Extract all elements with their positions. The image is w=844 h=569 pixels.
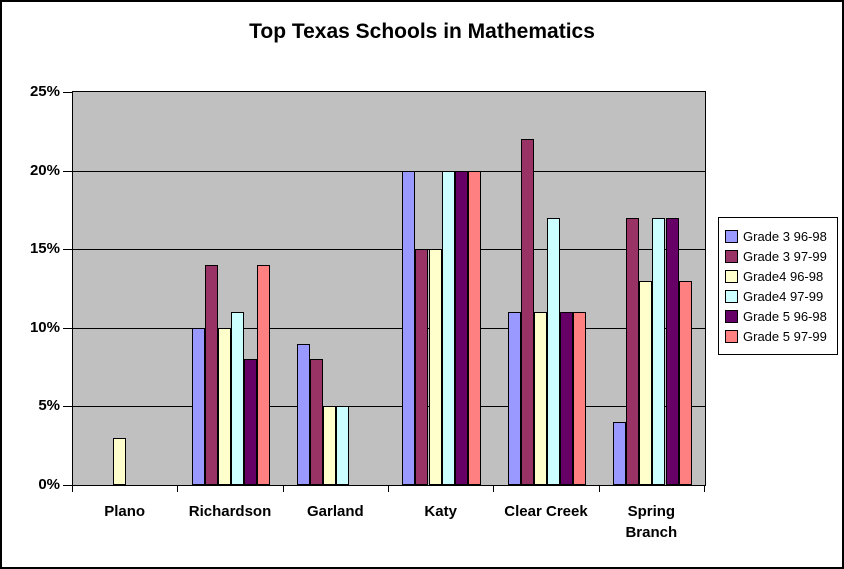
bar-spring-branch-grade-3-96-98 xyxy=(612,422,626,485)
bar-spring-branch-grade-3-97-99 xyxy=(626,217,640,485)
legend-item: Grade4 97-99 xyxy=(725,286,833,306)
legend-label: Grade4 97-99 xyxy=(743,288,824,304)
bar-richardson-grade4-97-99 xyxy=(231,312,245,485)
y-tick-mark xyxy=(63,92,72,93)
y-tick-label: 5% xyxy=(38,397,60,414)
plot-area xyxy=(72,91,706,486)
x-category-label-richardson: Richardson xyxy=(188,503,272,520)
bar-katy-grade-5-96-98 xyxy=(454,170,468,485)
x-category-label-garland: Garland xyxy=(306,503,364,520)
legend-swatch xyxy=(725,249,738,263)
y-tick-mark xyxy=(63,485,72,486)
x-category-label-clear-creek: Clear Creek xyxy=(504,503,588,520)
bar-katy-grade-3-96-98 xyxy=(402,170,416,485)
legend-label: Grade4 96-98 xyxy=(743,268,824,284)
legend-item: Grade 3 97-99 xyxy=(725,246,833,266)
x-tick-mark xyxy=(283,485,284,492)
legend-item: Grade4 96-98 xyxy=(725,266,833,286)
gridline-5% xyxy=(73,406,705,407)
bar-katy-grade4-97-99 xyxy=(441,170,455,485)
bar-katy-grade4-96-98 xyxy=(428,249,442,485)
legend-swatch xyxy=(725,329,738,343)
y-tick-mark xyxy=(63,171,72,172)
legend-label: Grade 3 97-99 xyxy=(743,248,827,264)
legend-swatch xyxy=(725,269,738,283)
legend-swatch xyxy=(725,229,738,243)
bar-clear-creek-grade4-97-99 xyxy=(547,217,561,485)
bar-spring-branch-grade-5-97-99 xyxy=(678,280,692,485)
y-tick-label: 25% xyxy=(29,83,60,100)
bar-richardson-grade-5-97-99 xyxy=(257,264,271,485)
y-tick-mark xyxy=(63,406,72,407)
x-tick-mark xyxy=(72,485,73,492)
x-tick-mark xyxy=(704,485,705,492)
bar-clear-creek-grade4-96-98 xyxy=(533,312,547,485)
y-tick-label: 10% xyxy=(29,319,60,336)
bar-clear-creek-grade-5-97-99 xyxy=(573,312,587,485)
bar-richardson-grade-3-96-98 xyxy=(191,327,205,485)
bar-richardson-grade-5-96-98 xyxy=(244,359,258,485)
bar-richardson-grade-3-97-99 xyxy=(204,264,218,485)
bar-garland-grade-3-96-98 xyxy=(296,343,310,485)
x-tick-mark xyxy=(388,485,389,492)
y-tick-label: 15% xyxy=(29,240,60,257)
bar-spring-branch-grade4-96-98 xyxy=(639,280,653,485)
bar-spring-branch-grade4-97-99 xyxy=(652,217,666,485)
legend-swatch xyxy=(725,309,738,323)
bar-spring-branch-grade-5-96-98 xyxy=(665,217,679,485)
chart-title: Top Texas Schools in Mathematics xyxy=(249,20,595,43)
bar-clear-creek-grade-5-96-98 xyxy=(560,312,574,485)
legend-label: Grade 5 97-99 xyxy=(743,328,827,344)
bar-garland-grade-3-97-99 xyxy=(310,359,324,485)
bar-clear-creek-grade-3-96-98 xyxy=(507,312,521,485)
legend-label: Grade 3 96-98 xyxy=(743,228,827,244)
bar-garland-grade4-96-98 xyxy=(323,406,337,485)
y-tick-label: 0% xyxy=(38,476,60,493)
bar-katy-grade-5-97-99 xyxy=(468,170,482,485)
legend-item: Grade 5 97-99 xyxy=(725,326,833,346)
y-tick-mark xyxy=(63,328,72,329)
x-category-label-spring-branch: Spring Branch xyxy=(625,503,678,541)
x-tick-mark xyxy=(493,485,494,492)
legend-item: Grade 3 96-98 xyxy=(725,226,833,246)
gridline-20% xyxy=(73,171,705,172)
bar-garland-grade4-97-99 xyxy=(336,406,350,485)
gridline-15% xyxy=(73,249,705,250)
bar-richardson-grade4-96-98 xyxy=(217,327,231,485)
bar-katy-grade-3-97-99 xyxy=(415,249,429,485)
legend-swatch xyxy=(725,289,738,303)
x-category-label-katy: Katy xyxy=(424,503,457,520)
y-tick-mark xyxy=(63,249,72,250)
legend: Grade 3 96-98 Grade 3 97-99 Grade4 96-98 Gr… xyxy=(718,217,838,355)
x-category-label-plano: Plano xyxy=(104,503,146,520)
bar-plano-grade4-96-98 xyxy=(112,437,126,485)
legend-label: Grade 5 96-98 xyxy=(743,308,827,324)
y-tick-label: 20% xyxy=(29,162,60,179)
legend-item: Grade 5 96-98 xyxy=(725,306,833,326)
x-tick-mark xyxy=(177,485,178,492)
x-tick-mark xyxy=(599,485,600,492)
bar-clear-creek-grade-3-97-99 xyxy=(520,139,534,485)
gridline-10% xyxy=(73,328,705,329)
